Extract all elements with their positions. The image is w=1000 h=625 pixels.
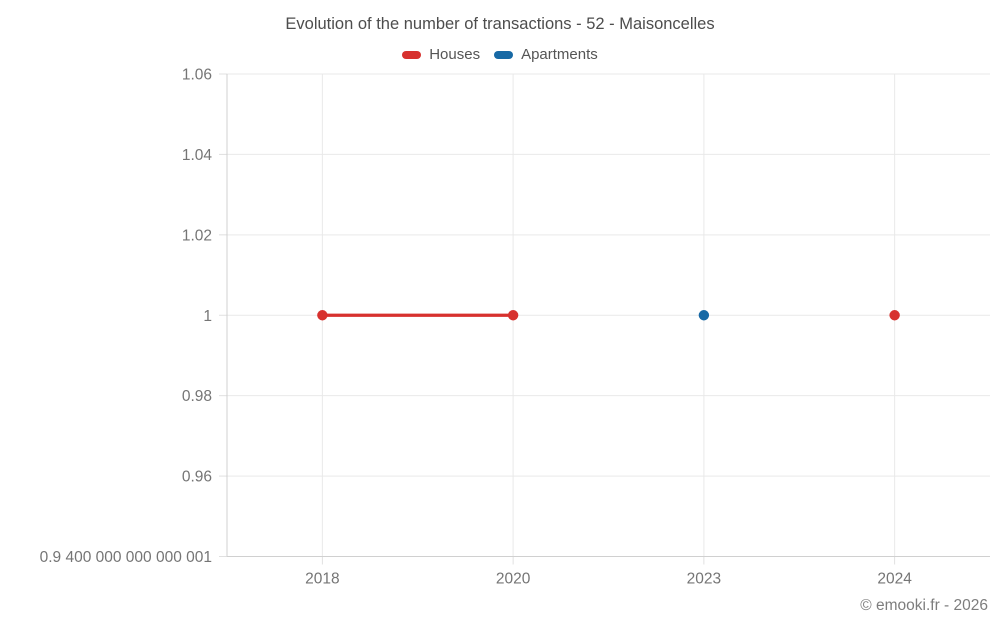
legend-label: Apartments [521, 46, 598, 63]
y-tick-label: 1.02 [182, 227, 212, 244]
legend-swatch-houses [402, 50, 422, 59]
data-point-apartments-2023[interactable] [698, 310, 710, 321]
data-point-houses-2018[interactable] [317, 310, 328, 321]
x-tick-label: 2020 [496, 571, 531, 588]
legend-swatch-apartments [494, 50, 514, 59]
y-tick-label: 1 [203, 308, 212, 325]
x-tick-label: 2024 [877, 571, 912, 588]
y-tick-label: 0.9 400 000 000 000 001 [40, 549, 212, 566]
chart-title: Evolution of the number of transactions … [285, 15, 715, 33]
copyright-credit: © emooki.fr - 2026 [860, 597, 988, 614]
legend: Houses Apartments [0, 46, 1000, 63]
data-point-houses-2024[interactable] [889, 310, 900, 321]
legend-item-apartments[interactable]: Apartments [494, 46, 598, 63]
y-tick-label: 0.98 [182, 388, 212, 405]
legend-item-houses[interactable]: Houses [402, 46, 480, 63]
data-point-houses-2020[interactable] [507, 310, 519, 321]
y-tick-label: 1.04 [182, 147, 213, 164]
y-tick-label: 1.06 [182, 67, 212, 84]
y-tick-label: 0.96 [182, 469, 212, 486]
x-tick-label: 2023 [687, 571, 721, 588]
legend-label: Houses [429, 46, 481, 63]
x-tick-label: 2018 [305, 571, 339, 588]
